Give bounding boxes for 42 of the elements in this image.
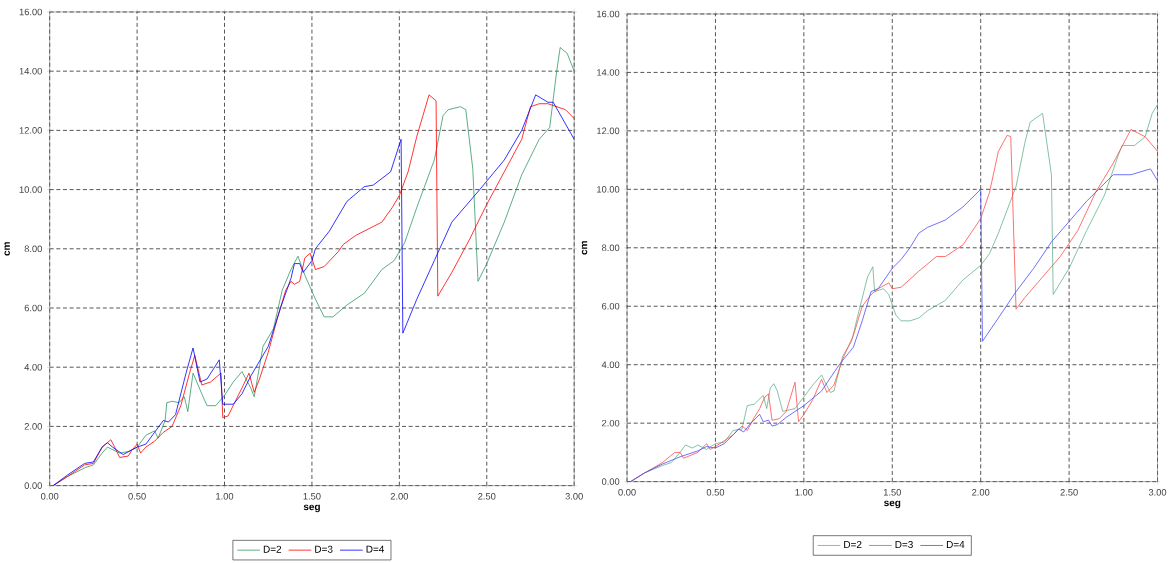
legend-label: D=4 — [366, 545, 385, 553]
y-tick-label: 0.00 — [601, 478, 620, 485]
y-tick-label: 2.00 — [602, 419, 620, 427]
x-tick-label: 0.50 — [128, 492, 146, 500]
x-tick-label: 0.00 — [40, 492, 59, 500]
x-tick-label: 1.00 — [216, 492, 234, 500]
legend-label: D=3 — [895, 540, 913, 548]
y-tick-label: 4.00 — [601, 361, 620, 368]
y-tick-label: 6.00 — [602, 302, 620, 310]
y-tick-label: 10.00 — [597, 185, 620, 193]
x-tick-label: 1.50 — [883, 488, 901, 496]
y-tick-label: 0.00 — [24, 482, 42, 489]
x-tick-label: 2.50 — [478, 492, 496, 500]
y-tick-label: 14.00 — [597, 68, 620, 76]
y-axis-title: cm — [4, 242, 10, 256]
y-tick-label: 6.00 — [24, 304, 42, 312]
x-tick-label: 0.00 — [618, 488, 636, 496]
x-tick-label: 2.00 — [390, 492, 409, 500]
y-tick-label: 12.00 — [19, 126, 42, 134]
y-tick-label: 16.00 — [597, 10, 620, 18]
x-tick-label: 0.50 — [706, 488, 725, 496]
legend-label: D=2 — [263, 545, 282, 553]
y-tick-label: 12.00 — [597, 127, 620, 134]
x-tick-label: 3.00 — [1148, 488, 1167, 496]
y-tick-label: 8.00 — [601, 244, 620, 251]
legend-label: D=2 — [844, 540, 862, 548]
y-tick-label: 2.00 — [24, 422, 42, 430]
y-axis-title: cm — [581, 241, 588, 255]
x-tick-label: 1.00 — [795, 488, 813, 496]
legend-label: D=4 — [946, 540, 965, 548]
x-tick-label: 1.50 — [303, 492, 321, 500]
x-tick-label: 2.00 — [972, 488, 990, 496]
x-tick-label: 2.50 — [1060, 488, 1078, 496]
y-tick-label: 16.00 — [19, 8, 42, 16]
x-tick-label: 3.00 — [565, 492, 583, 500]
legend-label: D=3 — [315, 545, 333, 553]
y-tick-label: 4.00 — [24, 363, 42, 371]
x-axis-title: seg — [884, 500, 901, 508]
y-tick-label: 10.00 — [19, 186, 42, 193]
x-axis-title: seg — [303, 504, 320, 512]
y-tick-label: 8.00 — [24, 245, 42, 252]
y-tick-label: 14.00 — [19, 67, 42, 75]
